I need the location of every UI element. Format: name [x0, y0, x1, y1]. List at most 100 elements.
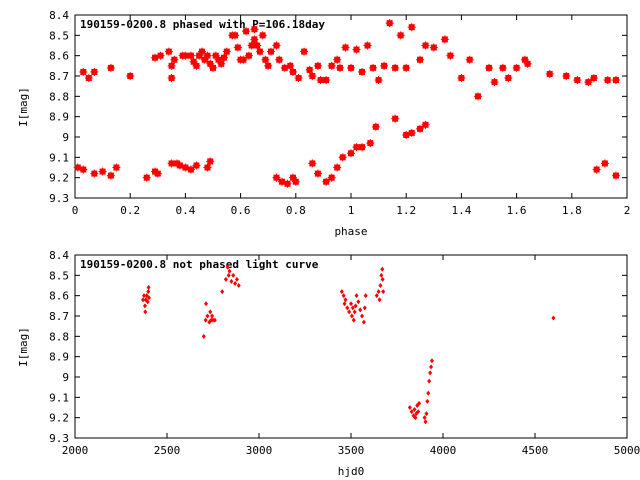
phased-xtick-label: 0.6 — [231, 204, 251, 217]
unphased-data-point — [429, 358, 434, 364]
phased-data-point — [79, 67, 88, 76]
phased-data-point — [338, 153, 347, 162]
unphased-data-point — [413, 415, 418, 421]
phased-data-point — [589, 74, 598, 83]
phased-data-point — [90, 67, 99, 76]
phased-data-point — [457, 74, 466, 83]
phased-data-point — [347, 149, 355, 158]
unphased-ytick-label: 9.1 — [49, 391, 69, 404]
unphased-ytick-label: 9.3 — [49, 432, 69, 445]
phased-data-point — [485, 63, 493, 72]
unphased-xtick-label: 5000 — [614, 444, 640, 457]
phased-ytick-label: 8.4 — [49, 9, 69, 22]
phased-data-point — [242, 27, 251, 36]
unphased-data-point — [362, 305, 367, 311]
phased-data-point — [322, 177, 331, 186]
phased-ytick-label: 8.8 — [49, 90, 69, 103]
phased-data-point — [84, 74, 93, 83]
phased-data-point — [289, 67, 298, 76]
phased-data-point — [192, 61, 201, 70]
phased-data-point — [283, 179, 292, 188]
phased-data-point — [79, 165, 88, 174]
phased-data-point — [308, 72, 317, 80]
unphased-data-point — [350, 305, 355, 311]
unphased-data-point — [343, 297, 348, 303]
phased-data-point — [440, 35, 449, 44]
phased-data-point — [363, 41, 372, 50]
unphased-plot-yticks: 8.4 8.5 8.6 8.7 8.8 8.9 9 9.1 9.2 9.3 — [49, 249, 627, 445]
phased-ytick-label: 8.5 — [49, 29, 69, 42]
phased-plot-xlabel: phase — [334, 225, 367, 238]
phased-data-point — [366, 139, 375, 148]
unphased-data-point — [374, 293, 379, 299]
phased-data-point — [352, 45, 361, 54]
phased-data-point — [333, 55, 342, 64]
unphased-data-point — [407, 405, 412, 410]
phased-ytick-label: 9.3 — [49, 192, 69, 205]
phased-data-point — [170, 55, 179, 64]
unphased-data-point — [551, 315, 556, 321]
phased-data-point — [573, 76, 582, 85]
phased-data-point — [126, 72, 135, 80]
unphased-xtick-label: 4000 — [430, 444, 457, 457]
unphased-data-point — [229, 278, 234, 284]
unphased-data-point — [429, 364, 434, 370]
phased-data-point — [192, 161, 201, 170]
unphased-data-point — [425, 398, 430, 404]
phased-plot-title: 190159-0200.8 phased with P=106.18day — [80, 18, 325, 31]
phased-data-point — [220, 53, 229, 62]
phased-data-point — [222, 47, 231, 56]
phased-data-point — [600, 159, 609, 168]
unphased-data-point — [349, 301, 353, 307]
phased-data-point — [371, 122, 380, 131]
unphased-xtick-label: 2000 — [62, 444, 89, 457]
unphased-plot-points — [141, 264, 556, 425]
unphased-data-point — [227, 268, 232, 274]
phased-data-point — [421, 41, 430, 50]
unphased-xtick-label: 3000 — [246, 444, 273, 457]
phased-data-point — [272, 41, 281, 50]
phased-data-point — [264, 61, 273, 70]
phased-data-point — [197, 47, 206, 56]
phased-data-point — [313, 61, 322, 70]
phased-data-point — [416, 124, 424, 133]
phased-data-point — [206, 157, 215, 166]
phased-plot: 190159-0200.8 phased with P=106.18day ph… — [17, 9, 630, 238]
phased-ytick-label: 8.6 — [49, 50, 69, 63]
phased-data-point — [186, 51, 195, 60]
phased-xtick-label: 1.2 — [396, 204, 416, 217]
phased-data-point — [106, 171, 115, 180]
unphased-data-point — [342, 301, 347, 307]
phased-data-point — [545, 69, 554, 78]
unphased-data-point — [220, 289, 225, 295]
phased-data-point — [592, 165, 601, 174]
unphased-plot-xticks: 2000 2500 3000 3500 4000 4500 5000 — [62, 255, 640, 457]
unphased-data-point — [349, 313, 354, 319]
phased-data-point — [335, 63, 344, 72]
unphased-ytick-label: 9.2 — [49, 412, 69, 425]
unphased-data-point — [205, 313, 210, 319]
phased-data-point — [611, 171, 620, 180]
phased-data-point — [402, 63, 411, 72]
phased-data-point — [504, 74, 513, 83]
unphased-plot: 190159-0200.8 not phased light curve hjd… — [17, 249, 640, 478]
unphased-data-point — [203, 317, 208, 323]
unphased-data-point — [143, 309, 148, 315]
unphased-data-point — [412, 407, 417, 413]
unphased-data-point — [376, 289, 381, 295]
phased-data-point — [203, 51, 212, 60]
phased-data-point — [167, 74, 176, 83]
unphased-data-point — [417, 400, 422, 406]
phased-data-point — [369, 63, 378, 72]
phased-data-point — [584, 78, 593, 87]
phased-data-point — [341, 43, 350, 52]
unphased-data-point — [347, 309, 352, 315]
unphased-xtick-label: 3500 — [338, 444, 365, 457]
phased-xtick-label: 0.2 — [120, 204, 140, 217]
phased-data-point — [429, 43, 438, 52]
phased-ytick-label: 9 — [62, 131, 69, 144]
phased-data-point — [385, 19, 394, 28]
phased-data-point — [164, 47, 173, 56]
phased-data-point — [391, 114, 400, 123]
